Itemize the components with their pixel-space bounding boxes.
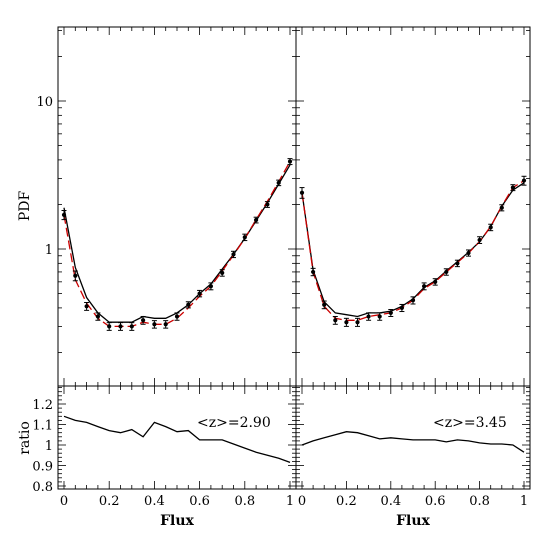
x-tick-label: 0.8 — [234, 494, 255, 509]
model-line — [63, 415, 291, 464]
x-tick-label: 0.4 — [380, 494, 401, 509]
x-axis-label-left: Flux — [160, 513, 194, 529]
x-tick-label: 0.6 — [189, 494, 210, 509]
x-tick-label: 0 — [298, 494, 306, 509]
x-tick-label: 0.2 — [336, 494, 357, 509]
panel-frame-bottom-right — [295, 385, 531, 490]
data-point — [344, 320, 349, 325]
data-point — [510, 185, 515, 190]
data-point — [242, 235, 247, 240]
y-tick-label: 0.8 — [32, 480, 53, 495]
data-point — [355, 320, 360, 325]
y-tick-label: 1 — [45, 243, 53, 258]
x-tick-label: 0.8 — [469, 494, 490, 509]
redshift-annotation-right: <z>=3.45 — [433, 415, 507, 431]
x-axis-label-right: Flux — [396, 513, 430, 529]
data-point — [299, 190, 305, 195]
redshift-annotation-left: <z>=2.90 — [197, 415, 271, 431]
x-tick-label: 0.6 — [425, 494, 446, 509]
data-point — [455, 261, 460, 266]
data-point — [84, 304, 89, 309]
data-point — [174, 314, 180, 319]
y-tick-label: 0.9 — [32, 460, 53, 475]
data-point — [388, 310, 393, 316]
x-tick-label: 1 — [286, 494, 294, 509]
y-tick-label: 10 — [36, 95, 53, 110]
data-point — [377, 314, 382, 319]
panel-frame-top-left — [57, 26, 297, 387]
data-point — [95, 314, 100, 319]
y-axis-label-pdf: PDF — [17, 191, 33, 222]
model-line-dashed — [63, 161, 291, 328]
x-tick-label: 0.2 — [99, 494, 120, 509]
data-point — [254, 217, 259, 223]
panel-frame-top-right — [295, 26, 531, 387]
data-point — [265, 202, 270, 207]
x-tick-label: 1 — [520, 494, 528, 509]
data-point — [521, 178, 527, 183]
y-tick-label: 1.1 — [32, 419, 53, 434]
data-point — [118, 324, 123, 329]
data-point — [433, 279, 438, 284]
y-tick-label: 1 — [45, 439, 53, 454]
data-point — [152, 322, 157, 327]
data-point — [141, 318, 146, 323]
data-point — [466, 250, 471, 256]
data-point — [129, 324, 134, 329]
data-point — [399, 305, 404, 310]
data-point — [197, 291, 202, 296]
data-point — [488, 225, 493, 230]
data-point — [311, 269, 316, 275]
x-tick-label: 0.4 — [144, 494, 165, 509]
y-tick-label: 1.2 — [32, 398, 53, 413]
data-marks — [61, 158, 527, 464]
data-point — [220, 270, 225, 275]
axis-ticks — [58, 27, 530, 489]
data-point — [276, 180, 281, 185]
data-point — [444, 269, 449, 275]
data-point — [163, 322, 168, 327]
panel-frame-bottom-left — [57, 385, 297, 490]
y-axis-label-ratio: ratio — [17, 421, 33, 455]
data-point — [231, 252, 236, 257]
data-point — [410, 298, 416, 303]
data-point — [208, 284, 213, 289]
model-line — [63, 164, 291, 323]
data-point — [287, 159, 293, 164]
x-tick-label: 0 — [60, 494, 68, 509]
data-point — [61, 212, 67, 217]
data-point — [107, 324, 112, 329]
data-point — [422, 284, 427, 289]
data-point — [73, 273, 78, 278]
data-point — [499, 205, 504, 210]
data-point — [333, 318, 338, 323]
data-point — [322, 302, 327, 307]
data-point — [477, 237, 482, 243]
data-point — [366, 314, 371, 319]
data-point — [186, 302, 191, 307]
model-line — [301, 431, 525, 453]
